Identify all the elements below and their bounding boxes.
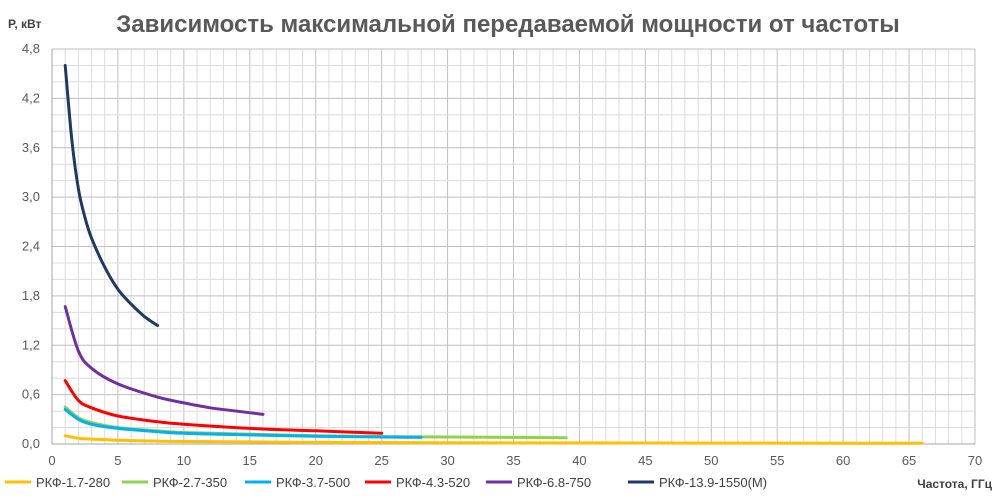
x-tick-label: 70	[968, 453, 982, 468]
x-tick-label: 35	[506, 453, 520, 468]
x-tick-label: 0	[48, 453, 55, 468]
y-tick-label: 0,6	[22, 387, 40, 402]
y-tick-label: 4,8	[22, 41, 40, 56]
y-tick-label: 4,2	[22, 90, 40, 105]
legend: РКФ-1.7-280 РКФ-2.7-350 РКФ-3.7-500 РКФ-4.3…	[5, 475, 767, 490]
x-tick-label: 5	[114, 453, 121, 468]
y-tick-label: 1,2	[22, 337, 40, 352]
x-tick-label: 30	[440, 453, 454, 468]
y-tick-label: 1,8	[22, 288, 40, 303]
y-axis-label: Р, кВт	[8, 17, 42, 31]
x-tick-label: 40	[572, 453, 586, 468]
legend-label: РКФ-3.7-500	[276, 475, 350, 490]
x-tick-label: 10	[177, 453, 191, 468]
x-tick-labels: 0 5 10 15 20 25 30 35 40 45 50 55 60 65 70	[48, 453, 982, 468]
grid	[51, 48, 976, 445]
legend-label: РКФ-4.3-520	[396, 475, 470, 490]
series-line-4	[63, 379, 384, 435]
x-tick-label: 55	[770, 453, 784, 468]
x-tick-label: 25	[374, 453, 388, 468]
y-tick-label: 3,0	[22, 189, 40, 204]
y-tick-label: 2,4	[22, 239, 40, 254]
series-line-1	[63, 434, 924, 445]
y-tick-label: 0,0	[22, 436, 40, 451]
x-tick-label: 20	[308, 453, 322, 468]
legend-label: РКФ-2.7-350	[153, 475, 227, 490]
legend-label: РКФ-6.8-750	[517, 475, 591, 490]
y-tick-label: 3,6	[22, 140, 40, 155]
series-line-5	[63, 305, 265, 416]
x-tick-label: 60	[836, 453, 850, 468]
y-tick-labels: 0,0 0,6 1,2 1,8 2,4 3,0 3,6 4,2 4,8	[22, 41, 40, 451]
series-line-3	[63, 407, 423, 439]
x-tick-label: 15	[243, 453, 257, 468]
x-tick-label: 65	[902, 453, 916, 468]
legend-label: РКФ-13.9-1550(М)	[659, 475, 767, 490]
series-line-6	[63, 64, 159, 327]
x-tick-label: 45	[638, 453, 652, 468]
legend-label: РКФ-1.7-280	[36, 475, 110, 490]
x-tick-label: 50	[704, 453, 718, 468]
chart-title: Зависимость максимальной передаваемой мо…	[116, 11, 900, 38]
x-axis-label: Частота, ГГц	[917, 477, 992, 491]
series-layer	[63, 64, 924, 445]
